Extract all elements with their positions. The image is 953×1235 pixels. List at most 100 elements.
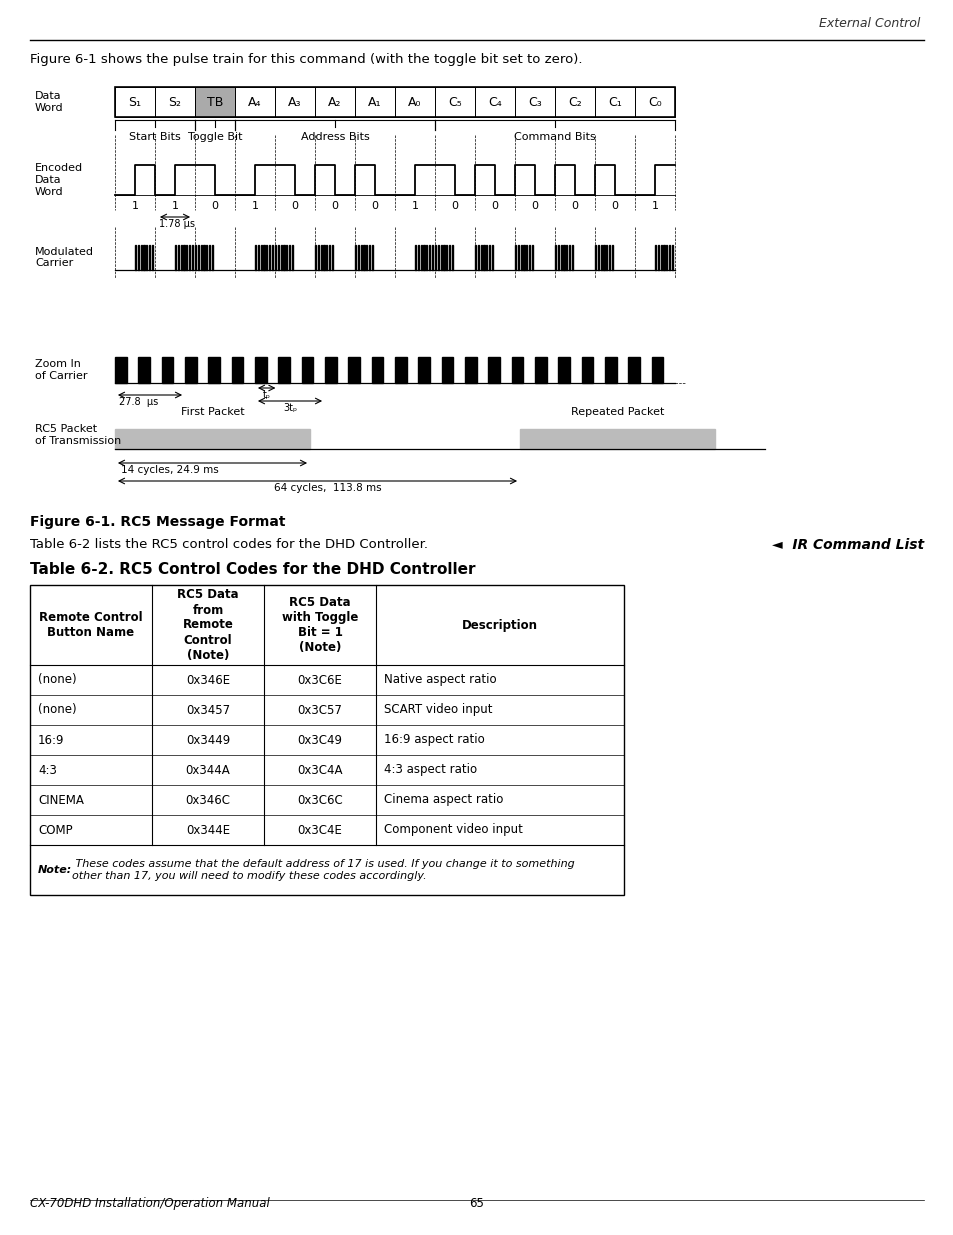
Text: These codes assume that the default address of 17 is used. If you change it to s: These codes assume that the default addr… [71,860,574,881]
Text: C₂: C₂ [568,95,581,109]
Bar [161,357,173,383]
Bar [595,86,635,117]
Bar [332,245,333,270]
Text: (none): (none) [38,673,76,687]
Text: Data
Word: Data Word [35,91,64,112]
Bar [174,245,176,270]
Text: 65: 65 [469,1197,484,1210]
Bar [659,245,661,270]
Bar [115,86,154,117]
Bar [395,357,406,383]
Bar [257,245,259,270]
Bar [535,357,546,383]
Bar [515,86,555,117]
Bar [266,245,267,270]
Text: A₀: A₀ [408,95,421,109]
Text: 64 cycles,  113.8 ms: 64 cycles, 113.8 ms [274,483,381,493]
Text: Table 6-2. RC5 Control Codes for the DHD Controller: Table 6-2. RC5 Control Codes for the DHD… [30,562,475,577]
Text: 0: 0 [571,201,578,211]
Text: Zoom In
of Carrier: Zoom In of Carrier [35,359,88,380]
Bar [426,245,427,270]
Bar [203,245,205,270]
Bar [440,245,441,270]
Bar [232,357,243,383]
Bar [483,245,484,270]
Bar [192,245,193,270]
Bar [668,245,670,270]
Bar [314,245,316,270]
Bar [137,245,139,270]
Text: tₚ: tₚ [262,390,271,400]
Bar [30,585,623,895]
Bar [452,245,453,270]
Bar [568,245,570,270]
Text: Command Bits: Command Bits [514,132,596,142]
Text: RC5 Data
with Toggle
Bit = 1
(Note): RC5 Data with Toggle Bit = 1 (Note) [281,597,357,655]
Text: Toggle Bit: Toggle Bit [188,132,242,142]
Bar [523,245,524,270]
Bar [443,245,444,270]
Bar [515,245,516,270]
Bar [189,245,190,270]
Bar [520,245,521,270]
Bar [323,245,324,270]
Bar [366,245,367,270]
Text: 0x346E: 0x346E [186,673,230,687]
Bar [183,245,185,270]
Text: CINEMA: CINEMA [38,794,84,806]
Bar [154,86,194,117]
Text: 0x3449: 0x3449 [186,734,230,746]
Bar [517,245,518,270]
Text: C₅: C₅ [448,95,461,109]
Bar [278,357,290,383]
Text: Address Bits: Address Bits [300,132,369,142]
Text: 1: 1 [411,201,418,211]
Text: Remote Control
Button Name: Remote Control Button Name [39,611,143,638]
Bar [526,245,527,270]
Bar [325,357,336,383]
Bar [492,245,493,270]
Text: RC5 Data
from
Remote
Control
(Note): RC5 Data from Remote Control (Note) [177,589,238,662]
Bar [254,245,256,270]
Text: 1: 1 [172,201,178,211]
Text: COMP: COMP [38,824,72,836]
Bar [486,245,487,270]
Text: Component video input: Component video input [384,824,522,836]
Bar [317,245,318,270]
Text: 1: 1 [651,201,658,211]
Text: 0: 0 [331,201,338,211]
Text: Table 6-2 lists the RC5 control codes for the DHD Controller.: Table 6-2 lists the RC5 control codes fo… [30,538,428,551]
Bar [212,245,213,270]
Text: 14 cycles, 24.9 ms: 14 cycles, 24.9 ms [121,466,218,475]
Bar [138,357,150,383]
Bar [480,245,481,270]
Bar [488,357,499,383]
Text: 0x344E: 0x344E [186,824,230,836]
Text: Cinema aspect ratio: Cinema aspect ratio [384,794,503,806]
Text: 1: 1 [132,201,138,211]
Text: 3tₚ: 3tₚ [283,403,296,412]
Bar [531,245,533,270]
Bar [423,245,424,270]
Bar [395,86,435,117]
Text: C₄: C₄ [488,95,501,109]
Bar [555,86,595,117]
Text: Modulated
Carrier: Modulated Carrier [35,247,94,268]
Bar [301,357,313,383]
Bar [209,245,210,270]
Bar [628,357,639,383]
Text: 0x344A: 0x344A [186,763,230,777]
Bar [200,245,202,270]
Text: A₂: A₂ [328,95,341,109]
Text: 0: 0 [451,201,458,211]
Text: Description: Description [461,619,537,631]
Bar [420,245,421,270]
Bar [581,357,593,383]
Bar [177,245,179,270]
Text: 1: 1 [252,201,258,211]
Text: 4:3: 4:3 [38,763,57,777]
Bar [529,245,530,270]
Bar [260,245,261,270]
Bar [555,245,556,270]
Bar [437,245,438,270]
